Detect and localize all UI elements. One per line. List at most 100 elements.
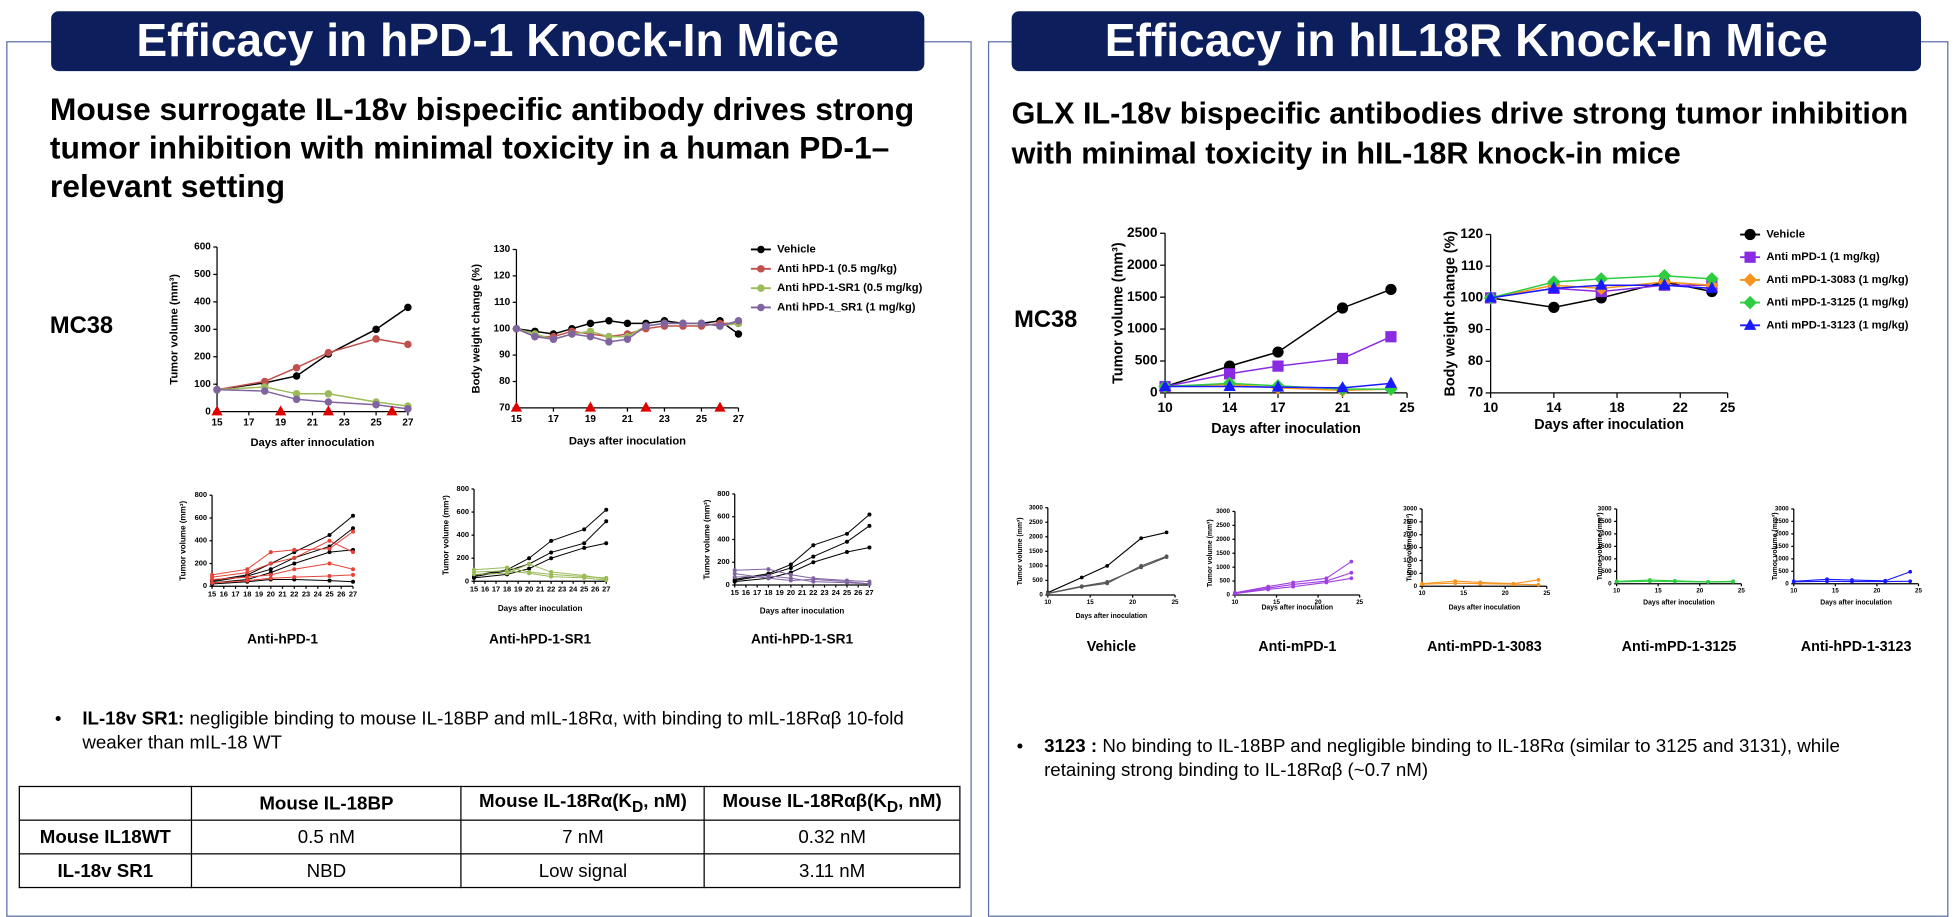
series-line	[735, 574, 870, 584]
x-tick-label: 20	[267, 589, 275, 598]
data-point	[472, 570, 476, 574]
y-tick-label: 0	[1414, 583, 1418, 590]
y-tick-label: 110	[1461, 258, 1484, 273]
x-tick-label: 10	[1613, 588, 1620, 595]
y-tick-label: 800	[195, 490, 207, 499]
x-tick-label: 25	[843, 588, 851, 597]
y-tick-label: 90	[499, 350, 511, 361]
x-tick-label: 15	[1087, 599, 1094, 606]
legend-marker	[1743, 273, 1756, 286]
x-tick-label: 21	[278, 589, 286, 598]
data-point	[351, 573, 355, 577]
x-tick-label: 17	[492, 584, 500, 593]
chart-title: Vehicle	[1087, 639, 1136, 655]
y-tick-label: 1500	[1127, 289, 1158, 304]
y-tick-label: 2000	[1029, 533, 1043, 540]
legend-marker	[1744, 319, 1756, 330]
data-point	[1548, 302, 1559, 313]
x-tick-label: 23	[558, 584, 566, 593]
data-point	[328, 539, 332, 543]
data-point	[1850, 580, 1854, 584]
data-point	[1648, 579, 1652, 583]
x-axis-label: Days after inoculation	[1449, 604, 1521, 611]
data-point	[292, 567, 296, 571]
x-axis-label: Days after innoculation	[250, 437, 374, 449]
x-tick-label: 18	[243, 589, 251, 598]
data-point	[789, 566, 793, 570]
data-point	[733, 572, 737, 576]
x-axis-label: Days after inoculation	[569, 436, 686, 448]
data-point	[1139, 564, 1143, 568]
y-axis-label: Tumor volume (mm³)	[169, 274, 181, 385]
chart-title: Anti-mPD-1	[1258, 639, 1336, 655]
data-point	[1792, 580, 1796, 584]
data-point	[549, 550, 553, 554]
y-tick-label: 100	[494, 323, 511, 334]
x-tick-label: 27	[733, 414, 745, 425]
data-point	[1272, 346, 1283, 357]
x-tick-label: 25	[1720, 400, 1736, 415]
data-point	[531, 333, 538, 340]
dosing-marker	[511, 402, 522, 412]
series-line	[474, 510, 606, 576]
y-tick-label: 70	[499, 403, 511, 414]
x-tick-label: 17	[753, 588, 761, 597]
y-tick-label: 2500	[1029, 519, 1043, 526]
x-tick-label: 20	[1873, 588, 1880, 595]
data-point	[867, 512, 871, 516]
data-point	[1337, 353, 1348, 364]
data-point	[372, 401, 379, 408]
y-tick-label: 400	[717, 534, 729, 543]
y-tick-label: 110	[494, 297, 511, 308]
data-point	[811, 543, 815, 547]
data-point	[213, 386, 220, 393]
x-tick-label: 25	[1738, 588, 1745, 595]
data-point	[1385, 331, 1396, 342]
x-axis-label: Days after inoculation	[498, 604, 583, 613]
y-tick-label: 1500	[1029, 548, 1043, 555]
x-tick-label: 15	[212, 418, 224, 429]
data-point	[1453, 581, 1457, 585]
data-point	[789, 563, 793, 567]
y-tick-label: 0	[726, 580, 730, 589]
y-tick-label: 2500	[1127, 225, 1158, 240]
y-tick-label: 500	[1220, 578, 1231, 585]
data-point	[328, 547, 332, 551]
y-tick-label: 3000	[1029, 504, 1043, 511]
x-tick-label: 16	[742, 588, 750, 597]
y-tick-label: 0	[203, 581, 207, 590]
x-axis-label: Days after inoculation	[1261, 604, 1333, 611]
data-point	[1105, 564, 1109, 568]
legend-label: Anti hPD-1_SR1 (1 mg/kg)	[777, 301, 916, 313]
data-point	[549, 539, 553, 543]
data-point	[351, 550, 355, 554]
y-tick-label: 600	[194, 242, 211, 253]
data-point	[513, 325, 520, 332]
data-point	[269, 562, 273, 566]
y-axis-label: Tumor volume (mm³)	[1406, 514, 1413, 582]
x-tick-label: 20	[525, 584, 533, 593]
chart-title: Anti-hPD-1-SR1	[489, 632, 591, 647]
y-axis-label: Tumor volume (mm³)	[1772, 513, 1779, 581]
data-point	[1325, 581, 1329, 585]
y-tick-label: 120	[494, 271, 511, 282]
data-point	[605, 338, 612, 345]
data-point	[292, 575, 296, 579]
y-tick-label: 70	[1468, 385, 1484, 400]
x-tick-label: 15	[470, 584, 478, 593]
y-tick-label: 3000	[1216, 508, 1230, 515]
data-point	[1105, 581, 1109, 585]
data-point	[1349, 571, 1353, 575]
data-point	[1291, 585, 1295, 589]
y-tick-label: 100	[194, 379, 211, 390]
data-point	[587, 320, 594, 327]
data-point	[245, 567, 249, 571]
x-tick-label: 25	[371, 418, 383, 429]
dosing-marker	[585, 402, 596, 412]
data-point	[1512, 582, 1516, 586]
x-tick-label: 19	[255, 589, 263, 598]
data-point	[867, 524, 871, 528]
x-tick-label: 26	[337, 589, 345, 598]
y-tick-label: 0	[465, 576, 469, 585]
data-point	[527, 571, 531, 575]
